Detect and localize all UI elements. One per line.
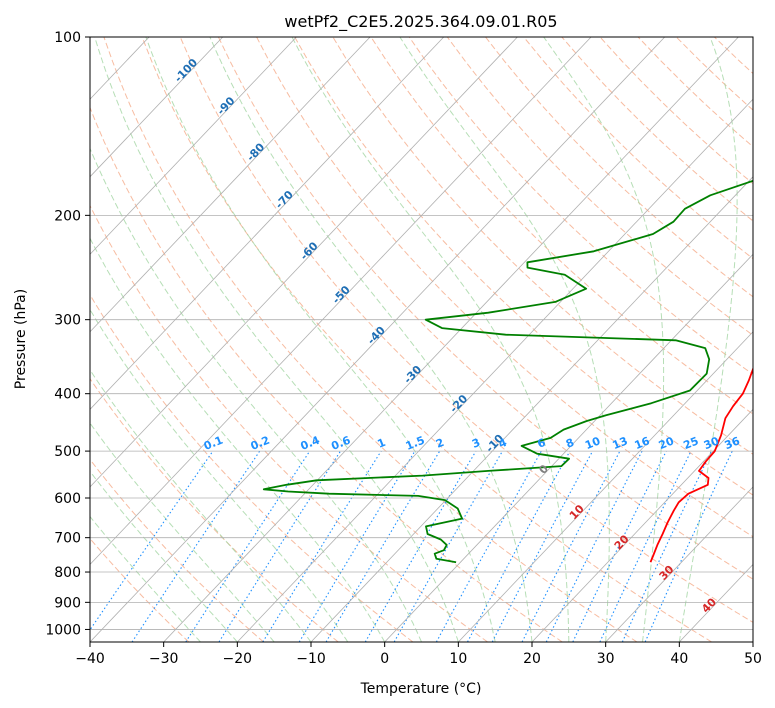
isotherm-line [310, 176, 753, 642]
moist-adiabat-line [90, 470, 238, 642]
isotherm-line [531, 408, 753, 642]
moist-adiabat-line [291, 37, 570, 642]
dry-adiabat-line [446, 37, 753, 336]
plot-frame [89, 36, 754, 643]
x-tick-label: 10 [449, 651, 467, 667]
y-tick-label: 800 [54, 565, 81, 581]
x-tick-label: 40 [670, 651, 688, 667]
mixing-ratio-label: 30 [702, 434, 721, 452]
mixing-ratio-label: 16 [633, 434, 652, 452]
mixing-ratio-line [435, 450, 542, 642]
x-tick-label: 30 [597, 651, 615, 667]
moist-adiabat-line [94, 37, 459, 642]
isotherm-line [90, 37, 592, 566]
mixing-ratio-line [185, 450, 311, 642]
dry-adiabat-line [408, 37, 753, 375]
mixing-ratio-line [90, 450, 214, 631]
mixing-ratio-line [572, 450, 667, 642]
moist-adiabat-line [543, 37, 665, 642]
moist-adiabat-line [90, 237, 386, 642]
isotherm-line [90, 37, 224, 178]
isotherm-line [90, 37, 297, 255]
mixing-ratio-label: 25 [681, 434, 700, 452]
x-axis-title: Temperature (°C) [360, 681, 482, 697]
x-tick-label: −20 [223, 651, 253, 667]
isotherm-line [90, 37, 445, 410]
mixing-ratio-label: 3 [470, 436, 482, 451]
moist-adiabat-line [90, 515, 201, 642]
x-tick-label: −10 [296, 651, 326, 667]
x-tick-label: 0 [380, 651, 389, 667]
x-tick-label: −40 [75, 651, 105, 667]
mixing-ratio-label: 10 [583, 434, 602, 452]
isotherm-line [458, 331, 753, 642]
y-tick-label: 600 [54, 491, 81, 507]
chart-title: wetPf2_C2E5.2025.364.09.01.R05 [284, 12, 557, 32]
mixing-ratio-label: 20 [657, 434, 676, 452]
moist-adiabat-line [209, 37, 533, 642]
dry-adiabat-line [217, 37, 753, 580]
isotherm-line [605, 486, 753, 642]
mixing-ratio-label: 1 [376, 436, 388, 451]
moist-adiabat-line [145, 37, 496, 642]
mixing-ratio-line [218, 450, 341, 642]
moist-adiabat-line [90, 422, 275, 642]
mixing-ratio-label: 13 [610, 434, 629, 452]
mixing-ratio-label: 36 [723, 434, 742, 452]
dry-adiabat-line [141, 37, 712, 642]
x-tick-label: −30 [149, 651, 179, 667]
y-tick-label: 1000 [45, 622, 81, 638]
y-tick-label: 900 [54, 595, 81, 611]
y-tick-label: 700 [54, 531, 81, 547]
dry-adiabat-line [332, 37, 753, 455]
y-tick-label: 500 [54, 444, 81, 460]
isotherm-line [163, 37, 739, 642]
profile-lines [262, 179, 753, 564]
dry-adiabat-line [179, 37, 753, 623]
moist-adiabat-line [90, 308, 349, 642]
mixing-ratio-line [467, 450, 571, 642]
dewpoint-profile-line [262, 179, 753, 564]
y-tick-label: 400 [54, 387, 81, 403]
mixing-ratio-line [393, 450, 503, 642]
dry-adiabat-line [103, 37, 638, 642]
dry-adiabat-line [90, 458, 264, 642]
dry-adiabat-line [90, 106, 563, 642]
temperature-profile-line [649, 366, 753, 563]
x-tick-label: 20 [523, 651, 541, 667]
axes: −40 −30 −20 −10 0 10 20 30 40 50 100 200 300 400 500 60… [45, 30, 762, 667]
y-tick-label: 200 [54, 208, 81, 224]
moist-adiabat-line [399, 37, 610, 642]
dry-adiabat-line [90, 204, 488, 642]
x-tick-label: 50 [744, 651, 762, 667]
isotherm-line [90, 37, 666, 642]
isotherm-line [237, 98, 753, 642]
isotherm-line [90, 37, 518, 488]
mixing-ratio-label: 2 [434, 436, 446, 451]
moist-adiabat-line [90, 147, 422, 642]
isotherm-line [90, 37, 371, 333]
moist-adiabat-line [90, 369, 312, 642]
mixing-ratio-line [545, 450, 643, 642]
y-tick-label: 300 [54, 313, 81, 329]
y-axis-title: Pressure (hPa) [13, 289, 29, 389]
dry-adiabat-line [294, 37, 753, 496]
y-tick-label: 100 [54, 30, 81, 46]
mixing-ratio-label: 8 [564, 436, 576, 451]
